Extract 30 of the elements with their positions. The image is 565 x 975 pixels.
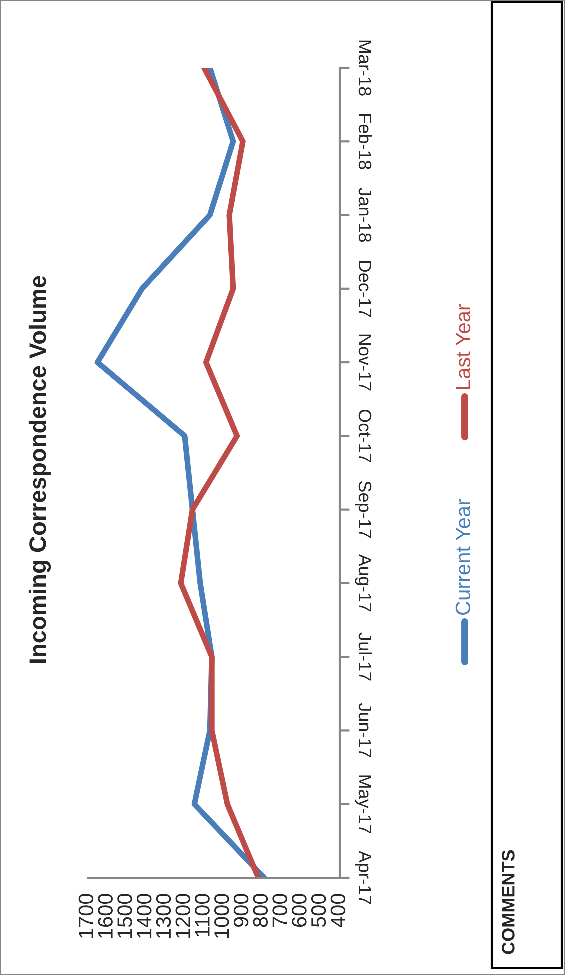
y-tick-label: Jan-18: [358, 188, 372, 242]
y-tick-label: May-17: [355, 776, 372, 834]
y-tick-label: Dec-17: [358, 261, 372, 318]
y-tick-label: Feb-18: [358, 114, 372, 170]
x-tick-label: 800: [253, 894, 268, 928]
y-tick-label: Jun-17: [358, 703, 372, 758]
x-tick-label: 1000: [214, 894, 230, 938]
x-tick-label: 700: [272, 894, 288, 927]
x-tick-label: 1400: [136, 894, 152, 938]
x-tick-label: 1500: [118, 894, 132, 938]
y-tick-label: Sep-17: [355, 482, 372, 538]
x-tick-label: 1600: [98, 894, 113, 938]
text: COMMENTS: [502, 850, 515, 954]
x-tick-label: 400: [330, 894, 346, 928]
y-tick-label: Apr-17: [355, 850, 372, 904]
y-tick-label: Mar-18: [358, 40, 372, 96]
x-tick-label: 500: [311, 894, 326, 928]
x-tick-label: 1300: [156, 894, 172, 938]
y-tick-label: Aug-17: [355, 554, 372, 612]
x-tick-label: 1200: [176, 894, 191, 938]
text: Last Year: [456, 304, 471, 390]
y-tick-label: Nov-17: [358, 334, 372, 391]
x-tick-label: 1700: [78, 894, 94, 938]
text: Incoming Correspondence Volume: [28, 276, 52, 664]
y-tick-label: Jul-17: [358, 632, 372, 681]
text: Current Year: [456, 499, 471, 615]
x-tick-label: 900: [234, 894, 249, 928]
x-tick-label: 1100: [195, 894, 210, 936]
y-tick-label: Oct-17: [358, 410, 372, 462]
x-tick-label: 600: [292, 894, 307, 927]
